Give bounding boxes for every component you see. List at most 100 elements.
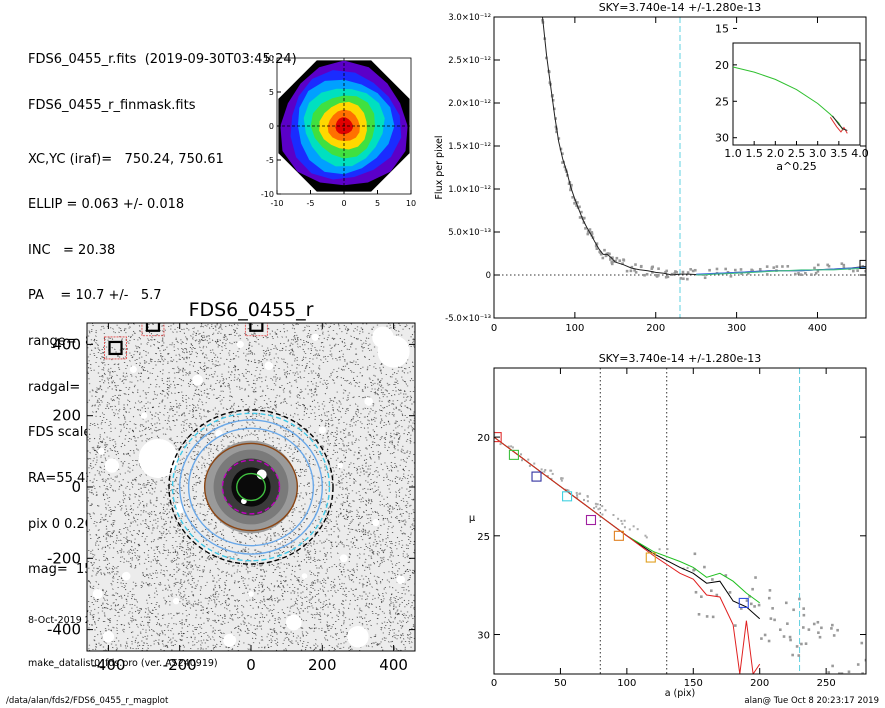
profile-data-point: [856, 663, 860, 666]
sky-data-point: [864, 269, 866, 273]
profile-data-point: [586, 500, 589, 503]
sky-data-point: [747, 272, 750, 275]
thumbnail-x-tick-label: 10: [406, 199, 416, 208]
profile-data-point: [760, 637, 763, 640]
sky-data-point: [675, 270, 678, 274]
profile-data-point: [636, 528, 639, 531]
sky-data-point: [740, 272, 743, 275]
sky-data-point: [664, 275, 668, 279]
sky-data-point: [758, 267, 762, 271]
profile-data-point: [767, 596, 771, 600]
sky-body: [494, 17, 866, 318]
profile-data-point: [784, 601, 788, 605]
profile-y-axis-label: μ: [469, 513, 476, 524]
sky-data-point: [586, 232, 590, 236]
profile-data-point: [617, 517, 620, 520]
profile-data-point: [594, 502, 597, 505]
profile-data-point: [533, 462, 536, 465]
inset-x-tick-label: 2.0: [767, 147, 785, 160]
profile-data-point: [862, 680, 865, 683]
profile-data-point: [751, 587, 754, 591]
masked-region: [140, 412, 148, 419]
profile-y-tick-label: 30: [477, 631, 490, 642]
sky-data-point: [634, 263, 637, 266]
sky-data-point: [679, 277, 683, 280]
masked-region: [339, 554, 348, 563]
profile-data-point: [604, 509, 607, 512]
profile-data-point: [753, 605, 756, 608]
isophote-ellipse: [236, 472, 266, 502]
profile-data-point: [745, 599, 749, 602]
ellipse-marker: [738, 597, 749, 608]
sky-data-point: [772, 266, 776, 269]
sky-data-point: [633, 269, 636, 272]
profile-data-point: [804, 642, 808, 645]
profile-x-tick-label: 250: [817, 678, 836, 689]
profile-data-point: [527, 458, 530, 461]
masked-region: [223, 633, 237, 647]
sky-data-point: [729, 274, 733, 278]
profile-data-point: [520, 453, 523, 456]
sky-data-point: [599, 251, 602, 254]
sky-data-point: [651, 271, 654, 274]
profile-data-point: [686, 566, 689, 569]
sky-data-point: [842, 263, 846, 267]
profile-data-point: [831, 623, 834, 627]
profile-data-point: [561, 477, 564, 480]
profile-data-point: [693, 552, 697, 556]
profile-data-point: [773, 618, 776, 622]
file-path: /data/alan/fds2/FDS6_0455_r_magplot: [6, 696, 169, 706]
profile-data-point: [620, 519, 623, 522]
sky-data-point: [645, 272, 649, 276]
sky-data-point: [814, 271, 818, 275]
profile-data-point: [767, 639, 771, 643]
thumbnail-y-tick-label: 0: [269, 122, 274, 131]
sky-data-point: [734, 268, 737, 272]
sky-data-point: [640, 264, 643, 268]
profile-data-point: [779, 628, 782, 632]
header-line2: FDS6_0455_r_finmask.fits: [28, 98, 196, 114]
profile-data-point: [715, 593, 719, 597]
masked-region: [138, 438, 178, 479]
isophote-ellipse: [221, 459, 281, 515]
sky-data-point: [561, 152, 564, 156]
sky-data-point: [813, 266, 816, 270]
sky-data-point: [852, 269, 855, 273]
sky-data-point: [609, 258, 612, 261]
masked-region: [301, 573, 308, 579]
profile-data-point: [710, 589, 713, 593]
profile-data-point: [802, 607, 805, 610]
sky-data-point: [599, 252, 603, 256]
sky-fit-line: [696, 267, 866, 276]
profile-data-point: [507, 445, 510, 448]
star-mask-outer: [244, 323, 268, 337]
thumbnail-y-tick-label: -10: [261, 190, 274, 199]
ellipse-marker: [531, 471, 542, 482]
sky-data-point: [553, 107, 556, 111]
sky-data-point: [569, 188, 572, 192]
sky-data-point: [603, 248, 606, 252]
profile-data-point: [797, 654, 801, 657]
profile-data-point: [576, 494, 579, 497]
sky-data-point: [575, 204, 578, 207]
inset-y-tick-label: 25: [715, 95, 729, 108]
profile-data-point: [786, 622, 789, 625]
sky-data-point: [590, 231, 594, 234]
profile-data-point: [586, 495, 589, 498]
header-line1: FDS6_0455_r.fits (2019-09-30T03:45:24): [28, 52, 297, 68]
sky-y-tick-label: 3.0×10⁻¹²: [448, 13, 491, 23]
inset-x-tick-label: 1.5: [745, 147, 763, 160]
ellipse-marker: [613, 530, 624, 541]
profile-data-point: [494, 433, 496, 436]
sky-data-point: [615, 256, 619, 260]
sky-data-point: [673, 272, 676, 275]
thumbnail-x-tick-label: 5: [375, 199, 380, 208]
masked-region: [318, 426, 326, 434]
profile-data-point: [700, 595, 703, 598]
inset-x-tick-label: 2.5: [788, 147, 806, 160]
profile-data-point: [830, 627, 833, 630]
sky-data-point: [650, 267, 654, 271]
profile-data-point: [818, 635, 822, 639]
profile-data-point: [560, 479, 563, 482]
profile-data-point: [854, 682, 857, 685]
